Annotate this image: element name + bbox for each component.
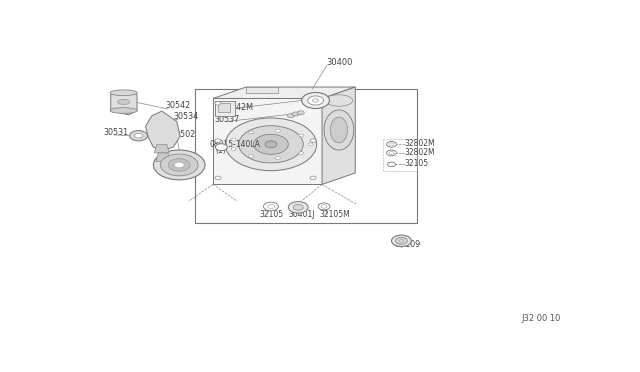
Circle shape [129,131,147,141]
Circle shape [287,114,294,118]
Circle shape [215,102,221,105]
Circle shape [292,112,300,116]
Ellipse shape [324,110,354,150]
Bar [218,103,230,112]
Circle shape [293,205,303,210]
Ellipse shape [330,117,348,143]
Circle shape [308,96,324,105]
Text: 38342M: 38342M [221,103,253,112]
Circle shape [239,126,303,163]
Circle shape [308,143,313,146]
Ellipse shape [110,108,138,113]
Polygon shape [154,144,169,153]
Circle shape [310,139,316,142]
Text: 30401J: 30401J [288,210,315,219]
Circle shape [265,141,277,148]
Ellipse shape [118,99,130,105]
Circle shape [387,141,396,147]
Circle shape [310,102,316,105]
Text: 08915-140LA: 08915-140LA [210,140,261,150]
Circle shape [392,235,412,247]
Text: 32802M: 32802M [405,148,435,157]
Circle shape [396,237,408,244]
Polygon shape [111,90,137,115]
Text: 32105M: 32105M [319,210,350,219]
Ellipse shape [325,95,353,106]
Circle shape [387,150,396,156]
Text: 32802M: 32802M [405,139,435,148]
Bar [195,89,417,223]
Text: 32105: 32105 [405,159,429,168]
Circle shape [288,202,308,213]
Polygon shape [145,111,180,150]
Circle shape [318,203,330,210]
Polygon shape [213,87,355,99]
Text: 32109: 32109 [395,240,420,249]
Text: J32 00 10: J32 00 10 [522,314,561,323]
Text: 30400: 30400 [326,58,353,67]
Circle shape [154,150,205,180]
Circle shape [299,134,304,137]
Circle shape [297,111,304,115]
Circle shape [275,157,280,159]
Text: 32105: 32105 [260,210,284,219]
Polygon shape [215,101,235,116]
Circle shape [388,162,396,167]
Circle shape [249,155,253,158]
Circle shape [174,162,184,168]
Circle shape [216,144,227,151]
Text: 30534: 30534 [173,112,198,121]
Polygon shape [156,153,170,161]
Polygon shape [322,87,355,185]
Circle shape [310,176,316,180]
Circle shape [299,152,304,155]
Polygon shape [246,87,278,93]
Circle shape [231,138,236,141]
Text: 30531: 30531 [104,128,129,137]
Circle shape [134,134,143,138]
Circle shape [253,134,289,154]
Circle shape [215,176,221,180]
Text: 30502: 30502 [170,129,196,138]
Circle shape [215,139,221,142]
Text: (1): (1) [215,146,226,155]
Circle shape [225,118,317,171]
Text: 30542: 30542 [165,101,191,110]
Circle shape [231,148,236,150]
Circle shape [275,129,280,132]
Circle shape [248,131,253,134]
Circle shape [161,154,198,176]
Ellipse shape [110,90,138,96]
Circle shape [168,158,190,171]
Circle shape [301,93,330,109]
Polygon shape [213,99,322,185]
Circle shape [264,202,278,211]
Text: 30537: 30537 [214,115,239,124]
